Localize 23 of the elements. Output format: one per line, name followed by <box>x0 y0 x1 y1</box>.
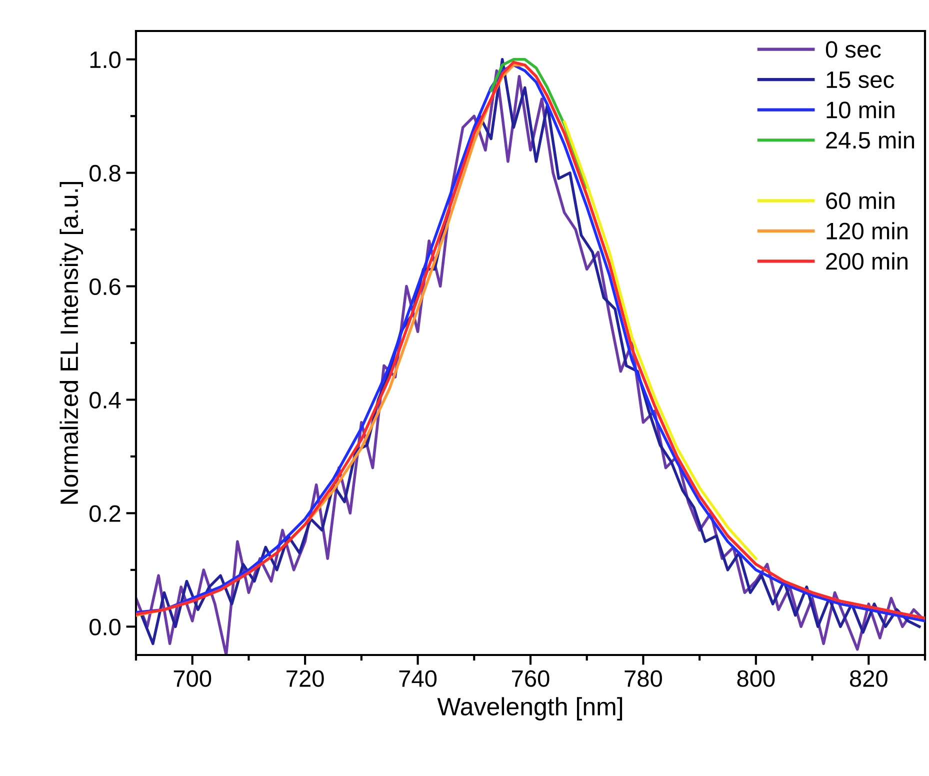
y-tick-label: 0.0 <box>90 618 120 636</box>
legend-label: 10 min <box>826 100 894 118</box>
legend-label: 120 min <box>826 222 908 240</box>
y-tick-label: 0.8 <box>90 164 120 182</box>
line-series <box>562 120 758 560</box>
x-tick-label: 780 <box>624 670 662 687</box>
x-tick-label: 700 <box>174 670 212 687</box>
legend-label: 0 sec <box>826 41 881 58</box>
legend-label: 15 sec <box>826 72 894 88</box>
legend-label: 60 min <box>826 192 894 210</box>
x-tick-label: 760 <box>512 670 550 687</box>
legend-label: 200 min <box>826 252 908 270</box>
y-tick-label: 0.4 <box>90 392 121 409</box>
y-tick-label: 0.2 <box>90 505 120 522</box>
y-axis-title: Normalized EL Intensity [a.u.] <box>60 182 84 504</box>
legend-label: 24.5 min <box>826 131 914 149</box>
x-axis-title: Wavelength [nm] <box>437 697 622 720</box>
x-tick-label: 820 <box>850 670 888 687</box>
y-tick-label: 0.6 <box>90 278 120 296</box>
x-tick-label: 740 <box>399 670 437 687</box>
x-tick-label: 800 <box>737 670 775 687</box>
x-tick-label: 720 <box>286 670 324 687</box>
y-tick-label: 1.0 <box>90 51 120 68</box>
